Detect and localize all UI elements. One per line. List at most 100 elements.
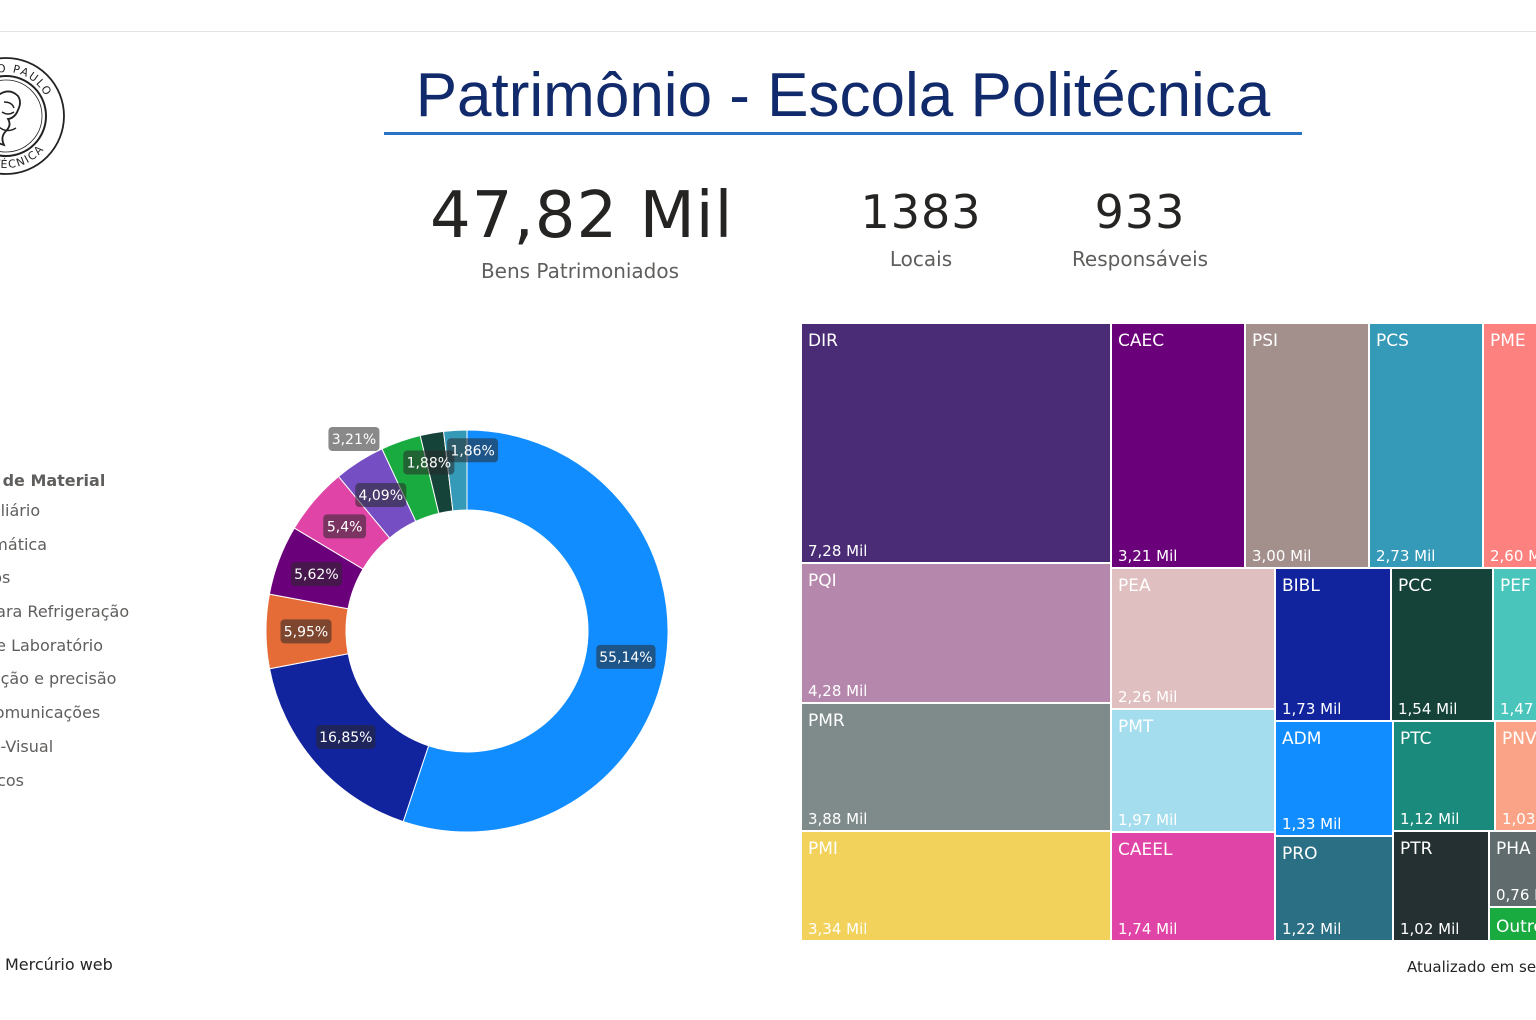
treemap-tile-rect[interactable] [1484, 324, 1536, 567]
donut-label-bg [323, 514, 367, 539]
treemap-tile[interactable]: PSI 3,00 Mil [1246, 324, 1368, 567]
treemap-tile-name: PTC [1400, 729, 1432, 749]
treemap-tile-name: PEF [1500, 576, 1531, 596]
treemap-tile-value: 4,28 Mil [808, 682, 867, 700]
donut-label-bg [355, 483, 407, 508]
donut-label-bg [280, 619, 332, 644]
treemap-tile[interactable]: PTC 1,12 Mil [1394, 722, 1494, 830]
escola-politecnica-seal-icon: DE SÃO PAULO POLITÉCNICA [0, 57, 65, 175]
treemap-tile-name: PNV [1502, 729, 1536, 749]
donut-label-bg [290, 562, 342, 587]
treemap-tile[interactable]: PMR 3,88 Mil [802, 704, 1110, 830]
legend-item[interactable]: rmática [0, 534, 48, 554]
treemap-tile[interactable]: PME 2,60 Mil [1484, 324, 1536, 567]
legend-item[interactable]: biliário [0, 501, 41, 520]
treemap-tile-rect[interactable] [1276, 837, 1392, 940]
treemap-tile-name: PRO [1282, 844, 1317, 864]
treemap-tile-rect[interactable] [1112, 710, 1274, 831]
source-label: Mercúrio web [5, 955, 113, 974]
treemap-tile-rect[interactable] [1394, 722, 1494, 830]
treemap-tile-value: 1,74 Mil [1118, 920, 1177, 938]
kpi-responsaveis-label: Responsáveis [1071, 247, 1209, 271]
treemap-tile-rect[interactable] [1392, 569, 1492, 720]
legend-item[interactable]: dição e precisão [0, 669, 117, 689]
treemap-tile-rect[interactable] [1490, 832, 1536, 906]
treemap-tile-rect[interactable] [802, 324, 1110, 562]
treemap-tile[interactable]: PMT 1,97 Mil [1112, 710, 1274, 831]
treemap-tile-rect[interactable] [1494, 569, 1536, 720]
treemap-tile[interactable]: PEF 1,47 Mil [1494, 569, 1536, 720]
donut-label-bg [447, 438, 499, 463]
treemap-tile[interactable]: PHA 0,76 Mil [1490, 832, 1536, 906]
treemap-tile-value: 3,21 Mil [1118, 547, 1177, 565]
updated-label: Atualizado em se [1407, 958, 1536, 976]
treemap-tile-rect[interactable] [1112, 324, 1244, 567]
treemap-tile-name: PMI [808, 839, 838, 859]
treemap-tile-value: 1,12 Mil [1400, 810, 1459, 828]
treemap-tile-name: PQI [808, 571, 837, 591]
legend-item[interactable]: de Laboratório [0, 635, 104, 655]
treemap-tile-rect[interactable] [1112, 833, 1274, 940]
treemap-tile-value: 1,54 Mil [1398, 700, 1457, 718]
donut-label-bg [403, 450, 455, 475]
kpi-locais-value: 1383 [860, 185, 982, 239]
treemap-tile-rect[interactable] [1276, 569, 1390, 720]
treemap-tile[interactable]: ADM 1,33 Mil [1276, 722, 1392, 835]
treemap-tile[interactable]: DIR 7,28 Mil [802, 324, 1110, 562]
donut-data-label: 1,86% [450, 443, 494, 459]
treemap-tile-rect[interactable] [1112, 569, 1274, 708]
treemap-tile-rect[interactable] [802, 832, 1110, 940]
treemap-tile-rect[interactable] [1246, 324, 1368, 567]
treemap-tile-rect[interactable] [1490, 908, 1536, 940]
treemap-tile-value: 7,28 Mil [808, 542, 867, 560]
treemap-tile-rect[interactable] [1370, 324, 1482, 567]
treemap-tile[interactable]: PRO 1,22 Mil [1276, 837, 1392, 940]
donut-legend: o de Material biliário rmática ros para … [0, 468, 166, 797]
treemap-tile-name: PCS [1376, 331, 1409, 351]
legend-title: o de Material [0, 471, 106, 490]
kpi-bens-label: Bens Patrimoniados [480, 259, 680, 283]
treemap-tile-name: PME [1490, 331, 1526, 351]
legend-item[interactable]: comunicações [0, 703, 101, 723]
treemap-tile-name: PMT [1118, 717, 1154, 737]
kpi-responsaveis-value: 933 [1094, 185, 1186, 239]
legend-item[interactable]: io-Visual [0, 736, 54, 756]
legend-item[interactable]: ros [0, 568, 11, 588]
treemap-tile[interactable]: PCC 1,54 Mil [1392, 569, 1492, 720]
treemap-tile-value: 3,00 Mil [1252, 547, 1311, 565]
legend-item[interactable]: ricos [0, 770, 24, 790]
treemap-tile-rect[interactable] [1276, 722, 1392, 835]
legend-item[interactable]: para Refrigeração [0, 602, 130, 622]
treemap-tile-name: CAEC [1118, 331, 1164, 351]
treemap-tile-value: 2,60 Mil [1490, 547, 1536, 565]
treemap-tile[interactable]: PMI 3,34 Mil [802, 832, 1110, 940]
donut-data-label: 1,88% [407, 455, 451, 471]
donut-data-label: 4,09% [359, 488, 403, 504]
treemap-tile-rect[interactable] [802, 704, 1110, 830]
treemap-tile-value: 3,34 Mil [808, 920, 867, 938]
treemap-tile[interactable]: PCS 2,73 Mil [1370, 324, 1482, 567]
treemap-tile-rect[interactable] [1394, 832, 1488, 940]
donut-data-label: 5,62% [294, 567, 338, 583]
treemap-tile-value: 0,76 Mil [1496, 886, 1536, 904]
treemap-tile[interactable]: CAEC 3,21 Mil [1112, 324, 1244, 567]
treemap-tile[interactable]: PTR 1,02 Mil [1394, 832, 1488, 940]
treemap-tile-value: 1,22 Mil [1282, 920, 1341, 938]
treemap-tile[interactable]: PNV 1,03 Mil [1496, 722, 1536, 830]
treemap-tile-name: PTR [1400, 839, 1433, 859]
treemap-tile[interactable]: CAEEL 1,74 Mil [1112, 833, 1274, 940]
donut-data-label: 55,14% [599, 650, 652, 666]
treemap-tile[interactable]: PEA 2,26 Mil [1112, 569, 1274, 708]
title-underline [384, 132, 1302, 135]
donut-slice[interactable] [402, 429, 669, 833]
treemap-tile-rect[interactable] [802, 564, 1110, 702]
treemap-tile[interactable]: BIBL 1,73 Mil [1276, 569, 1390, 720]
treemap-tile[interactable]: PQI 4,28 Mil [802, 564, 1110, 702]
treemap-tile-value: 2,73 Mil [1376, 547, 1435, 565]
treemap-tile-rect[interactable] [1496, 722, 1536, 830]
treemap-tile-name: PMR [808, 711, 845, 731]
treemap-tile[interactable]: Outros [1490, 908, 1536, 940]
donut-data-label: 3,21% [332, 432, 376, 448]
treemap-tile-name: DIR [808, 331, 838, 351]
